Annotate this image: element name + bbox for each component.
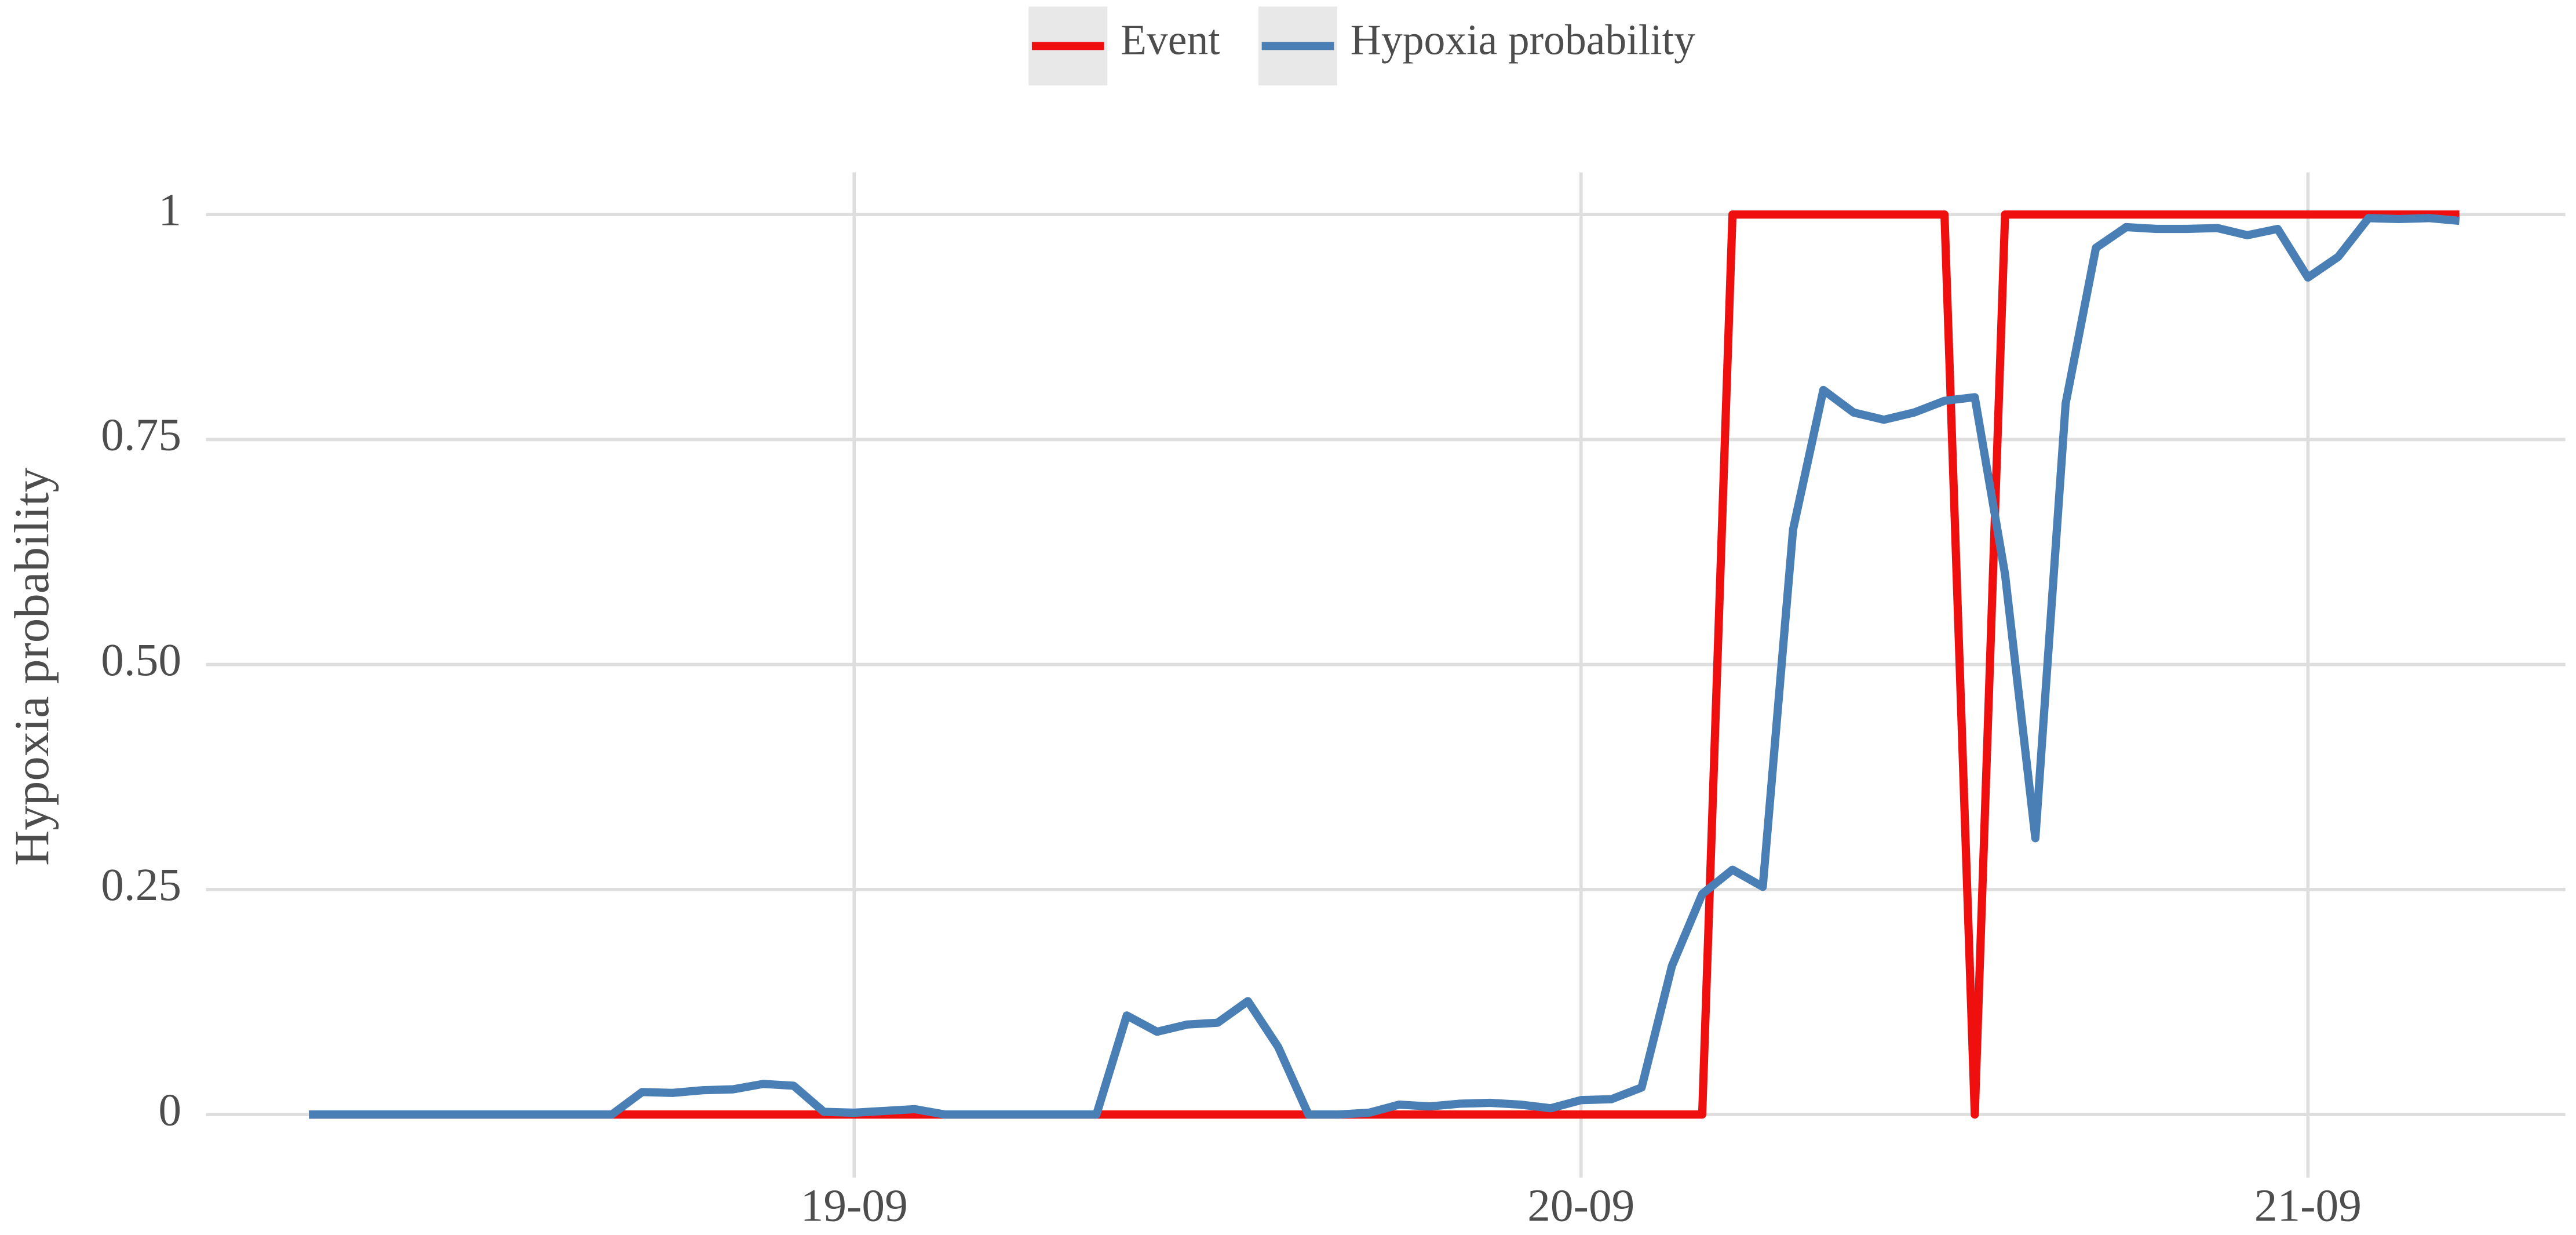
y-axis-title: Hypoxia probability — [5, 468, 59, 866]
y-tick-label: 0 — [158, 1084, 181, 1135]
y-tick-label: 0.75 — [101, 410, 181, 461]
x-tick-label: 19-09 — [801, 1181, 908, 1232]
y-tick-label: 0.50 — [101, 635, 181, 686]
x-tick-label: 21-09 — [2254, 1181, 2362, 1232]
y-tick-label: 1 — [158, 184, 181, 235]
y-tick-label: 0.25 — [101, 859, 181, 910]
data-line — [309, 210, 2460, 1119]
legend-label: Hypoxia probability — [1351, 16, 1695, 63]
legend-label: Event — [1121, 16, 1220, 63]
x-tick-label: 20-09 — [1527, 1181, 1634, 1232]
data-line — [309, 214, 2460, 1119]
